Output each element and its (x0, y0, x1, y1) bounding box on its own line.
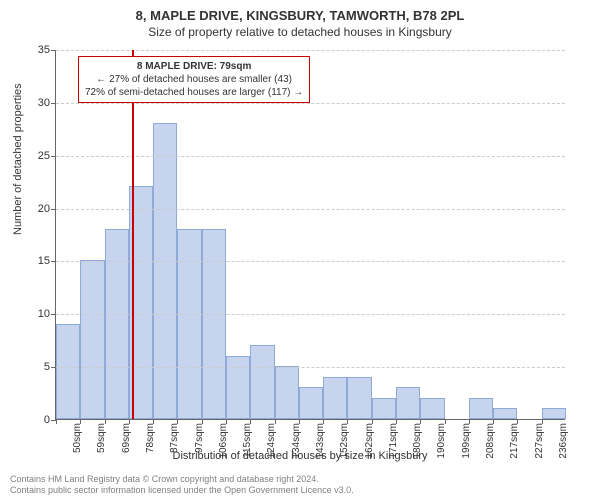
x-axis-label: Distribution of detached houses by size … (0, 450, 600, 462)
annotation-line2: ← 27% of detached houses are smaller (43… (85, 73, 303, 86)
y-tick-label: 10 (38, 308, 50, 320)
y-tick-label: 35 (38, 44, 50, 56)
x-tick-label: 69sqm (121, 423, 132, 453)
title-main: 8, MAPLE DRIVE, KINGSBURY, TAMWORTH, B78… (0, 0, 600, 23)
annotation-line3: 72% of semi-detached houses are larger (… (85, 86, 303, 99)
x-tick-mark (56, 419, 57, 424)
x-tick-mark (177, 419, 178, 424)
y-tick-label: 0 (44, 414, 50, 426)
plot-area: 0510152025303550sqm59sqm69sqm78sqm87sqm9… (55, 50, 565, 420)
x-tick-mark (372, 419, 373, 424)
histogram-bar (347, 377, 371, 419)
x-tick-mark (105, 419, 106, 424)
chart-container: 8, MAPLE DRIVE, KINGSBURY, TAMWORTH, B78… (0, 0, 600, 500)
x-tick-label: 59sqm (96, 423, 107, 453)
histogram-bar (80, 260, 104, 419)
y-tick-mark (51, 103, 56, 104)
x-tick-mark (396, 419, 397, 424)
x-tick-mark (469, 419, 470, 424)
x-tick-label: 50sqm (72, 423, 83, 453)
x-tick-mark (542, 419, 543, 424)
x-tick-mark (347, 419, 348, 424)
x-tick-mark (445, 419, 446, 424)
histogram-bar (177, 229, 201, 419)
footer-line2: Contains public sector information licen… (10, 485, 354, 496)
y-tick-mark (51, 50, 56, 51)
histogram-bar (372, 398, 396, 419)
x-tick-mark (493, 419, 494, 424)
x-tick-mark (202, 419, 203, 424)
x-tick-mark (226, 419, 227, 424)
histogram-bar (396, 387, 420, 419)
x-tick-mark (517, 419, 518, 424)
histogram-bar (250, 345, 274, 419)
y-axis-label: Number of detached properties (12, 83, 24, 235)
x-tick-label: 97sqm (194, 423, 205, 453)
histogram-bar (275, 366, 299, 419)
x-tick-mark (299, 419, 300, 424)
footer-line1: Contains HM Land Registry data © Crown c… (10, 474, 354, 485)
histogram-bar (420, 398, 444, 419)
x-tick-mark (153, 419, 154, 424)
y-tick-mark (51, 314, 56, 315)
y-tick-label: 5 (44, 361, 50, 373)
annotation-line1: 8 MAPLE DRIVE: 79sqm (85, 60, 303, 73)
histogram-bar (323, 377, 347, 419)
title-sub: Size of property relative to detached ho… (0, 23, 600, 39)
histogram-bar (493, 408, 517, 419)
histogram-bar (299, 387, 323, 419)
annotation-box: 8 MAPLE DRIVE: 79sqm← 27% of detached ho… (78, 56, 310, 103)
x-tick-mark (129, 419, 130, 424)
histogram-bar (226, 356, 250, 419)
histogram-bar (56, 324, 80, 419)
histogram-bar (469, 398, 493, 419)
histogram-bar (202, 229, 226, 419)
x-tick-mark (275, 419, 276, 424)
x-tick-label: 87sqm (169, 423, 180, 453)
histogram-bar (105, 229, 129, 419)
y-tick-label: 25 (38, 150, 50, 162)
x-tick-label: 78sqm (145, 423, 156, 453)
histogram-bar (153, 123, 177, 419)
y-tick-mark (51, 209, 56, 210)
x-tick-mark (80, 419, 81, 424)
marker-line (132, 50, 134, 419)
y-tick-mark (51, 367, 56, 368)
y-tick-mark (51, 261, 56, 262)
histogram-bar (542, 408, 566, 419)
x-tick-mark (420, 419, 421, 424)
x-tick-mark (323, 419, 324, 424)
y-tick-label: 15 (38, 255, 50, 267)
x-tick-mark (250, 419, 251, 424)
y-tick-label: 20 (38, 203, 50, 215)
y-tick-mark (51, 156, 56, 157)
y-tick-label: 30 (38, 97, 50, 109)
footer: Contains HM Land Registry data © Crown c… (10, 474, 354, 496)
